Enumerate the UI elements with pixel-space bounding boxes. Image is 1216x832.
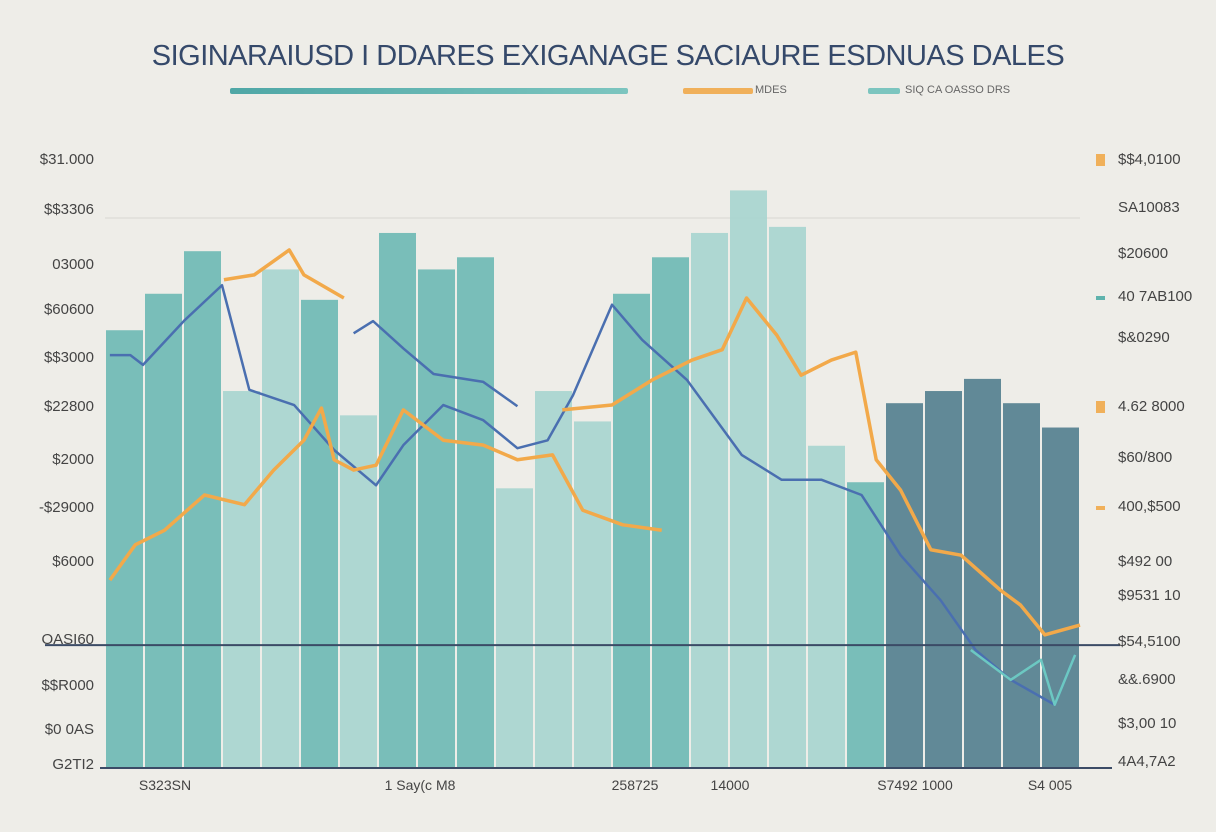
orange-series-line [562, 296, 1081, 637]
y-tick-right: $20600 [1118, 245, 1169, 262]
x-tick-label: S4 005 [1027, 777, 1073, 793]
bar [496, 488, 533, 768]
x-tick-label: 258725 [611, 777, 659, 793]
bar [379, 232, 416, 768]
y-tick-right: $3,00 10 [1118, 715, 1177, 732]
legend-swatch-right [1096, 401, 1105, 413]
y-tick-right: 400,$500 [1118, 498, 1181, 515]
y-tick-right: 40 7AB100 [1118, 288, 1193, 305]
y-tick-right: 4.62 8000 [1118, 398, 1185, 415]
legend-swatch-3 [868, 88, 900, 94]
blue-series-line [352, 319, 519, 408]
chart-title: SIGINARAIUSD I DDARES EXIGANAGE SACIAURE… [151, 40, 1065, 72]
blue-series-line [109, 283, 1077, 707]
y-tick-left: $$3000 [43, 349, 94, 366]
y-tick-left: $0 0AS [44, 721, 94, 738]
bar [262, 269, 299, 768]
bar [730, 190, 767, 768]
bar [535, 391, 572, 768]
orange-series-line [108, 406, 662, 582]
y-tick-right: $60/800 [1118, 449, 1173, 466]
bar [223, 391, 260, 768]
y-tick-left: $31.000 [39, 151, 94, 168]
y-tick-left: $$3306 [43, 201, 94, 218]
bar [886, 403, 923, 768]
y-tick-right: SA10083 [1118, 199, 1180, 216]
y-tick-left: -$29000 [38, 499, 94, 516]
y-tick-left: 03000 [52, 256, 94, 273]
y-tick-right: $$4,0100 [1118, 151, 1181, 168]
bar [340, 415, 377, 768]
y-tick-right: $9531 10 [1118, 587, 1181, 604]
x-tick-label: S323SN [138, 777, 192, 793]
legend-swatch-right [1096, 296, 1105, 300]
bar [1042, 427, 1079, 768]
bar [925, 391, 962, 768]
bar [691, 232, 728, 768]
bar [1003, 403, 1040, 768]
y-tick-left: OASI60 [41, 631, 94, 648]
bar [106, 330, 143, 768]
legend-swatch-right [1096, 506, 1105, 510]
y-tick-left: $$R000 [41, 677, 94, 694]
bar [769, 226, 806, 768]
x-tick-label: 14000 [710, 777, 750, 793]
legend-label-3: SIQ CA OASSO DRS [905, 84, 1011, 96]
legend-label-2: MDES [755, 84, 787, 96]
orange-series-line [223, 248, 345, 300]
y-tick-right: &&.6900 [1118, 671, 1176, 688]
bar [652, 257, 689, 768]
bar [808, 445, 845, 768]
y-tick-left: $22800 [43, 398, 94, 415]
y-tick-right: $54,5100 [1118, 633, 1181, 650]
y-tick-right: $492 00 [1118, 553, 1173, 570]
legend-swatch-1 [230, 88, 628, 94]
bar [301, 299, 338, 768]
legend-swatch-2 [683, 88, 753, 94]
y-tick-left: G2TI2 [52, 756, 94, 773]
bar [613, 293, 650, 768]
bar [457, 257, 494, 768]
bar [418, 269, 455, 768]
teal-series-line [970, 649, 1077, 707]
x-tick-label: S7492 1000 [877, 777, 953, 793]
x-tick-label: 1 Say(c M8 [384, 777, 456, 793]
bar [847, 482, 884, 768]
y-tick-left: $6000 [52, 553, 94, 570]
y-tick-right: $&0290 [1118, 329, 1170, 346]
bar [574, 421, 611, 768]
y-tick-right: 4A4,7A2 [1118, 753, 1176, 770]
y-tick-left: $2000 [52, 451, 94, 468]
legend-swatch-right [1096, 154, 1105, 166]
y-tick-left: $60600 [43, 301, 94, 318]
